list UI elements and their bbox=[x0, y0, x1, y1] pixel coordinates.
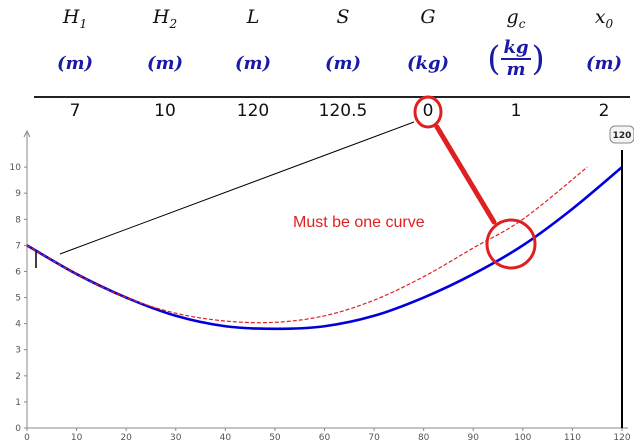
x-tick-label: 110 bbox=[564, 433, 581, 443]
param-unit: (kg m) bbox=[487, 37, 545, 80]
y-tick-label: 7 bbox=[15, 241, 21, 251]
param-unit: (kg) bbox=[406, 53, 450, 74]
x-tick-label: 80 bbox=[418, 433, 430, 443]
value-highlight-circle bbox=[413, 95, 443, 129]
x-tick-label: 10 bbox=[71, 433, 83, 443]
param-symbol: x0 bbox=[594, 6, 614, 31]
param-symbol: H2 bbox=[152, 6, 178, 31]
y-tick-label: 9 bbox=[15, 189, 21, 199]
param-symbol: S bbox=[336, 6, 350, 28]
y-tick-label: 3 bbox=[15, 346, 21, 356]
param-unit: (m) bbox=[146, 53, 184, 74]
y-axis-arrow bbox=[23, 129, 31, 138]
y-tick-label: 5 bbox=[15, 294, 21, 304]
y-tick-label: 6 bbox=[15, 267, 21, 277]
param-unit: (m) bbox=[56, 53, 94, 74]
solid-curve bbox=[26, 166, 623, 331]
param-value: 1 bbox=[510, 101, 522, 121]
y-tick-label: 2 bbox=[15, 372, 21, 382]
y-tick-label: 1 bbox=[15, 398, 21, 408]
x-tick-label: 0 bbox=[24, 433, 30, 443]
x-tick-label: 30 bbox=[170, 433, 182, 443]
x-tick-label: 40 bbox=[220, 433, 232, 443]
param-unit: (m) bbox=[585, 53, 623, 74]
curve-highlight-circle bbox=[485, 218, 537, 270]
y-tick-label: 4 bbox=[15, 320, 21, 330]
param-symbol: L bbox=[246, 6, 260, 28]
dashed-curve bbox=[26, 166, 588, 324]
param-value: 10 bbox=[154, 101, 176, 121]
param-unit: (m) bbox=[234, 53, 272, 74]
y-tick-label: 0 bbox=[15, 424, 21, 434]
chart-series bbox=[26, 166, 623, 331]
param-symbol: H1 bbox=[62, 6, 88, 31]
y-tick-label: 8 bbox=[15, 215, 21, 225]
marker-badge bbox=[609, 125, 634, 144]
x-tick-label: 60 bbox=[319, 433, 331, 443]
param-value: 120.5 bbox=[318, 101, 368, 121]
param-value: 120 bbox=[236, 101, 270, 121]
table-rule bbox=[34, 96, 630, 98]
x-tick-label: 70 bbox=[368, 433, 380, 443]
param-value: 0 bbox=[422, 101, 434, 121]
x-tick-label: 120 bbox=[613, 433, 630, 443]
x-tick-label: 20 bbox=[120, 433, 132, 443]
x-tick-label: 90 bbox=[468, 433, 480, 443]
param-symbol: G bbox=[420, 6, 436, 28]
marker-badge-label: 120 bbox=[613, 131, 632, 141]
param-unit: (m) bbox=[324, 53, 362, 74]
y-tick-label: 10 bbox=[10, 163, 22, 173]
x-tick-label: 50 bbox=[269, 433, 281, 443]
callout-connector bbox=[434, 124, 497, 225]
chart-axes: 0 10 20 30 40 50 60 70 80 90 100 110 120 0 1 2 3 4 5 6 7 8 9 10 bbox=[10, 129, 631, 443]
leader-line bbox=[59, 121, 415, 255]
parameter-table: H1 (m) 7 H2 (m) 10 L (m) 120 S (m) 120.5 G (kg) 0 gc (kg… bbox=[0, 0, 634, 125]
x-tick-label: 100 bbox=[514, 433, 531, 443]
param-value: 2 bbox=[598, 101, 610, 121]
param-value: 7 bbox=[69, 101, 81, 121]
param-symbol: gc bbox=[506, 6, 526, 31]
annotation-text: Must be one curve bbox=[293, 214, 425, 231]
